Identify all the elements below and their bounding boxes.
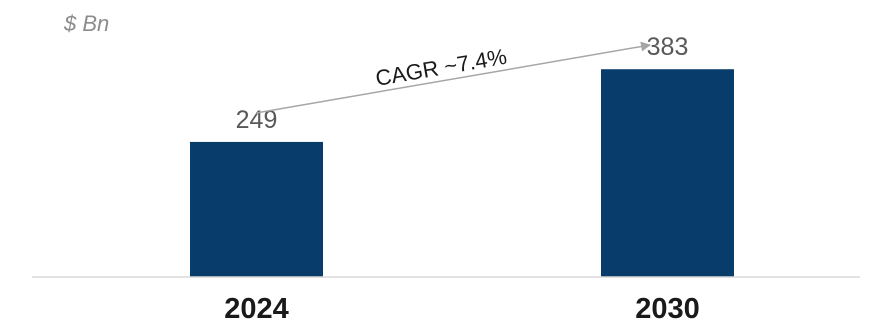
bar-2024 xyxy=(190,141,323,277)
bar-2030 xyxy=(601,69,734,277)
cagr-arrow xyxy=(255,41,651,114)
unit-label: $ Bn xyxy=(63,11,109,36)
cagr-annotation: CAGR ~7.4% xyxy=(374,44,509,91)
value-label-2030: 383 xyxy=(647,33,689,61)
category-label-2024: 2024 xyxy=(224,293,289,325)
category-label-2030: 2030 xyxy=(635,293,700,325)
